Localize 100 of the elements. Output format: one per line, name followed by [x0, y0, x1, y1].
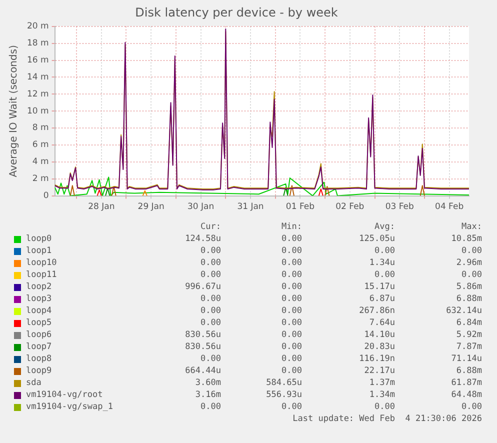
x-tick-label: 04 Feb	[435, 202, 464, 212]
legend-label: loop6	[26, 330, 52, 341]
text: 5.86m	[456, 282, 482, 293]
text: Last update: Wed Feb 4 21:30:06 2026	[292, 414, 482, 425]
y-axis-title: Average IO Wait (seconds)	[8, 44, 20, 178]
legend-label: loop10	[26, 258, 57, 269]
text: 1.34m	[369, 390, 395, 401]
x-tick-label: 01 Feb	[286, 202, 314, 212]
text: 0.00	[200, 270, 221, 281]
text: 0.00	[282, 366, 302, 377]
text: 7.64u	[369, 318, 395, 329]
text: 830.56u	[185, 330, 221, 341]
legend-label: loop0	[26, 234, 52, 245]
text: 125.05u	[359, 234, 395, 245]
y-tick-label: 8 m	[32, 123, 49, 134]
text: 20.83u	[364, 342, 395, 353]
text: 0.00	[282, 318, 302, 329]
x-tick-label: 28 Jan	[88, 202, 115, 212]
text: 0.00	[200, 294, 221, 305]
legend-label: vm19104-vg/swap_1	[26, 402, 113, 413]
text: 1.34u	[369, 258, 395, 269]
text: 6.88m	[456, 294, 482, 305]
x-tick-label: 30 Jan	[187, 202, 214, 212]
x-tick-label: 29 Jan	[138, 202, 164, 212]
text: 556.93u	[266, 390, 302, 401]
text: 2.96m	[456, 258, 482, 269]
text: 3.16m	[195, 390, 221, 401]
y-tick-label: 0	[43, 191, 49, 202]
text: 0.00	[462, 270, 482, 281]
text: 0.00	[282, 402, 302, 413]
legend-label: loop7	[26, 342, 52, 353]
legend-label: loop8	[26, 354, 52, 365]
x-tick-label: 31 Jan	[237, 202, 264, 212]
x-tick-label: 03 Feb	[385, 202, 414, 212]
text: 116.19n	[359, 354, 395, 365]
text: 0.00	[282, 294, 302, 305]
text: 0.00	[200, 354, 221, 365]
text: 7.87m	[456, 342, 482, 353]
text: 996.67u	[185, 282, 221, 293]
y-tick-label: 12 m	[26, 89, 49, 100]
text: 0.00	[200, 402, 221, 413]
text: 830.56u	[185, 342, 221, 353]
text: 64.48m	[451, 390, 482, 401]
legend-label: loop11	[26, 270, 57, 281]
text: 0.00	[282, 306, 302, 317]
y-tick-label: 20 m	[26, 22, 49, 32]
text: 584.65u	[266, 378, 302, 389]
text: 0.00	[200, 306, 221, 317]
text: Cur:	[200, 222, 221, 233]
legend-label: loop9	[26, 366, 52, 377]
text: 1.37m	[369, 378, 395, 389]
legend-label: loop2	[26, 282, 52, 293]
text: 6.87u	[369, 294, 395, 305]
text: 10.85m	[451, 234, 482, 245]
text: Max:	[462, 222, 482, 233]
y-tick-label: 4 m	[32, 157, 49, 168]
text: 3.60m	[195, 378, 221, 389]
legend-label: loop3	[26, 294, 52, 305]
text: 0.00	[282, 246, 302, 257]
text: 124.58u	[185, 234, 221, 245]
text: 0.00	[282, 234, 302, 245]
text: Avg:	[374, 222, 395, 233]
text: 0.00	[282, 342, 302, 353]
y-tick-label: 14 m	[26, 72, 49, 82]
y-tick-label: 10 m	[26, 106, 49, 116]
text: 0.00	[374, 270, 395, 281]
text: 0.00	[200, 246, 221, 257]
text: 0.00	[374, 402, 395, 413]
text: 15.17u	[364, 282, 395, 293]
text: 664.44u	[185, 366, 221, 377]
y-tick-label: 6 m	[32, 140, 49, 150]
text: 267.86n	[359, 306, 395, 317]
legend-label: sda	[26, 378, 42, 389]
text: Min:	[282, 222, 302, 233]
y-tick-label: 16 m	[26, 55, 49, 66]
text: 632.14u	[446, 306, 482, 317]
text: 6.84m	[456, 318, 482, 329]
y-tick-label: 2 m	[32, 174, 49, 184]
text: 0.00	[282, 270, 302, 281]
text: 5.92m	[456, 330, 482, 341]
text: 0.00	[282, 282, 302, 293]
text: 0.00	[462, 402, 482, 413]
text: 6.88m	[456, 366, 482, 377]
chart-title: Disk latency per device - by week	[135, 5, 338, 20]
y-tick-label: 18 m	[26, 38, 49, 49]
text: 0.00	[200, 318, 221, 329]
text: 0.00	[282, 258, 302, 269]
text: 0.00	[200, 258, 221, 269]
legend-label: loop1	[26, 246, 52, 257]
legend-label: loop4	[26, 306, 52, 317]
text: 14.10u	[364, 330, 395, 341]
text: 0.00	[374, 246, 395, 257]
text: 0.00	[462, 246, 482, 257]
legend-label: vm19104-vg/root	[26, 390, 103, 401]
text: 0.00	[282, 330, 302, 341]
text: 71.14u	[451, 354, 482, 365]
text: 61.87m	[451, 378, 482, 389]
text: 22.17u	[364, 366, 395, 377]
legend-label: loop5	[26, 318, 52, 329]
x-tick-label: 02 Feb	[336, 202, 364, 212]
